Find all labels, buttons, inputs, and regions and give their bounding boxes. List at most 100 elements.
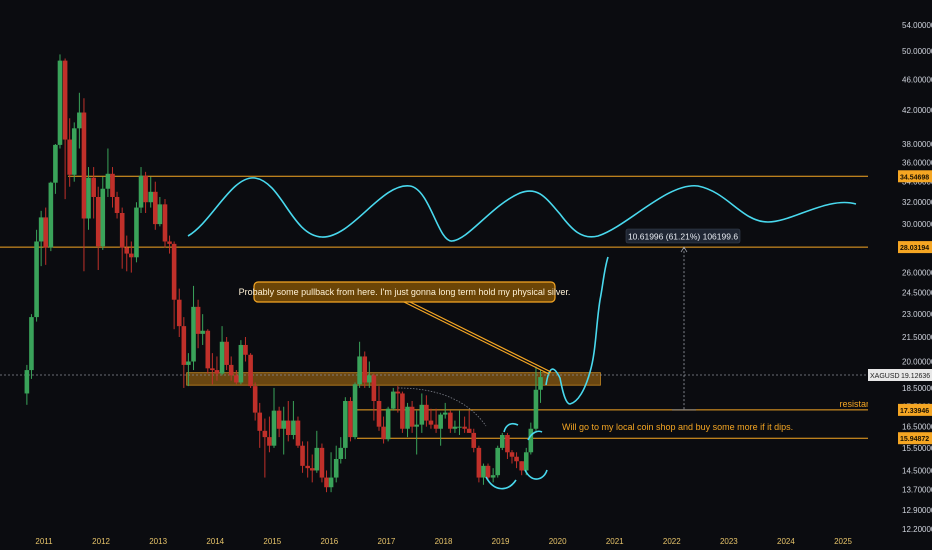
projection-rally	[545, 256, 609, 405]
projection-wave	[187, 177, 857, 242]
candle-body	[305, 465, 310, 469]
x-tick-label: 2016	[320, 537, 338, 546]
candle-body	[414, 424, 419, 427]
candle-body	[457, 426, 462, 428]
candle-body	[195, 306, 201, 334]
candle-body	[105, 173, 111, 189]
candle-body	[376, 400, 382, 427]
candle-body	[405, 406, 410, 429]
candle-body	[214, 370, 220, 374]
x-tick-label: 2019	[492, 537, 510, 546]
level-price-label: 17.33946	[900, 408, 929, 415]
candle-body	[191, 306, 196, 362]
x-tick-label: 2015	[263, 537, 281, 546]
candle-body	[357, 356, 362, 385]
candle-body	[124, 247, 130, 254]
candle-body	[400, 393, 405, 429]
candle-body	[171, 243, 177, 300]
candle-body	[114, 196, 120, 213]
candle-body	[181, 326, 187, 365]
callout-group[interactable]: Probably some pullback from here. I'm ju…	[239, 281, 571, 375]
candle-body	[176, 299, 182, 327]
candle-body	[481, 465, 486, 478]
level-price-label: 15.94872	[900, 436, 929, 443]
y-tick-label: 30.00000	[902, 220, 932, 229]
candle-body	[419, 404, 425, 425]
y-tick-label: 15.50000	[902, 444, 932, 453]
candle-body	[38, 217, 44, 242]
candle-body	[234, 375, 239, 383]
y-tick-label: 23.00000	[902, 310, 932, 319]
measure-label: 10.61996 (61.21%) 106199.6	[628, 232, 738, 242]
support-resistance-zone	[186, 372, 601, 386]
candle-body	[134, 207, 139, 258]
candle-body	[495, 447, 501, 476]
candle-body	[205, 330, 211, 369]
level-price-label: 34.54698	[900, 174, 929, 181]
candle-body	[138, 175, 144, 208]
measure-arrow	[680, 246, 688, 253]
candle-body	[34, 241, 39, 318]
bottom-arc-right	[524, 469, 548, 480]
zone-rect	[186, 372, 601, 386]
x-tick-label: 2014	[206, 537, 224, 546]
candle-body	[81, 112, 87, 219]
shoulder-arc-right	[527, 430, 543, 441]
candle-body	[385, 408, 391, 440]
y-tick-label: 12.20000	[902, 525, 932, 534]
symbol-price-label: 19.12636	[901, 373, 930, 380]
candle-body	[271, 410, 277, 446]
candle-body	[499, 435, 505, 448]
price-axis[interactable]: 54.00000 50.00000 46.00000 42.00000 38.00000…	[868, 0, 932, 550]
y-tick-label: 38.00000	[902, 140, 932, 149]
candle-body	[186, 361, 191, 365]
candle-body	[276, 410, 282, 429]
y-tick-label: 13.70000	[902, 486, 932, 495]
candle-body	[257, 412, 263, 431]
level-price-labels: 34.54698 28.03194 17.33946 15.94872	[898, 170, 932, 445]
candle-body	[129, 253, 134, 258]
candle-body	[519, 461, 524, 471]
callout-pointer-line-2	[403, 301, 550, 375]
candle-body	[248, 354, 253, 387]
candle-body	[381, 426, 386, 440]
candle-body	[48, 182, 54, 248]
y-tick-label: 32.00000	[902, 198, 932, 207]
candle-body	[228, 364, 234, 376]
price-axis-background	[868, 0, 932, 550]
candle-body	[71, 128, 77, 175]
candle-body	[152, 191, 158, 225]
x-tick-label: 2011	[35, 537, 53, 546]
candle-body	[119, 212, 125, 248]
y-tick-label: 26.00000	[902, 269, 932, 278]
candle-body	[424, 404, 429, 421]
candle-body	[448, 412, 453, 429]
candle-body	[309, 468, 315, 471]
candle-body	[295, 420, 301, 446]
y-tick-label: 16.50000	[902, 423, 932, 432]
candle-body	[100, 188, 106, 247]
level-price-label: 28.03194	[900, 245, 929, 252]
y-tick-label: 20.00000	[902, 357, 932, 366]
candle-body	[348, 400, 353, 438]
candle-body	[210, 368, 215, 371]
candle-body	[219, 341, 225, 374]
candle-body	[338, 447, 344, 459]
candle-body	[490, 475, 496, 478]
candle-body	[281, 420, 286, 429]
x-tick-label: 2018	[435, 537, 453, 546]
candle-body	[300, 445, 305, 466]
time-axis[interactable]: 2011 2012 2013 2014 2015 2016 2017 2018 2019 2020…	[35, 537, 852, 546]
level-price-tag	[898, 403, 932, 416]
candle-body	[538, 377, 543, 390]
candle-body	[53, 144, 58, 183]
x-tick-label: 2023	[720, 537, 738, 546]
y-tick-label: 50.00000	[902, 47, 932, 56]
candle-body	[319, 447, 325, 478]
y-tick-label: 21.50000	[902, 333, 932, 342]
x-tick-label: 2012	[92, 537, 110, 546]
candle-body	[328, 477, 334, 488]
x-tick-label: 2021	[606, 537, 624, 546]
x-tick-label: 2025	[834, 537, 852, 546]
